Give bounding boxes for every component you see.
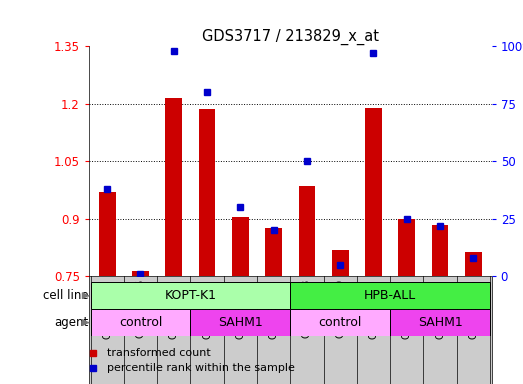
Bar bbox=[89, 276, 492, 384]
Text: percentile rank within the sample: percentile rank within the sample bbox=[107, 363, 295, 373]
Title: GDS3717 / 213829_x_at: GDS3717 / 213829_x_at bbox=[202, 28, 379, 45]
Bar bbox=[132, 271, 149, 276]
Bar bbox=[232, 217, 248, 276]
Text: SAHM1: SAHM1 bbox=[418, 316, 462, 329]
Bar bbox=[299, 186, 315, 276]
Text: transformed count: transformed count bbox=[107, 348, 211, 358]
Bar bbox=[190, 309, 290, 336]
Bar bbox=[365, 108, 382, 276]
Bar bbox=[265, 228, 282, 276]
Bar bbox=[431, 225, 448, 276]
Text: KOPT-K1: KOPT-K1 bbox=[164, 289, 217, 302]
Bar bbox=[90, 282, 290, 309]
Text: control: control bbox=[119, 316, 162, 329]
Bar bbox=[199, 109, 215, 276]
Text: SAHM1: SAHM1 bbox=[218, 316, 263, 329]
Bar bbox=[90, 309, 190, 336]
Text: cell line: cell line bbox=[42, 289, 88, 302]
Text: control: control bbox=[319, 316, 362, 329]
Bar bbox=[465, 252, 482, 276]
Bar bbox=[332, 250, 348, 276]
Text: HPB-ALL: HPB-ALL bbox=[364, 289, 416, 302]
Bar bbox=[290, 309, 390, 336]
Bar bbox=[399, 219, 415, 276]
Bar bbox=[390, 309, 490, 336]
Bar bbox=[99, 192, 116, 276]
Text: agent: agent bbox=[54, 316, 88, 329]
Bar bbox=[290, 282, 490, 309]
Bar bbox=[165, 98, 182, 276]
